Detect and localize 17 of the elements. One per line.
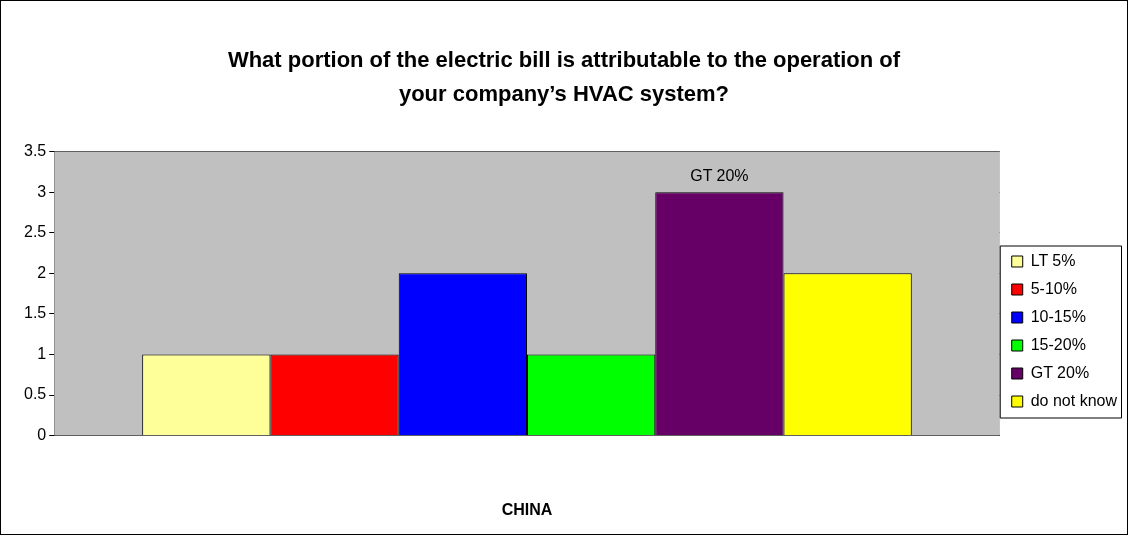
legend-label: do not know <box>1030 391 1118 409</box>
y-tick-label: 3 <box>37 182 47 200</box>
legend-label: 15-20% <box>1030 335 1086 353</box>
y-tick-label: 1 <box>37 344 47 362</box>
legend-label: 10-15% <box>1030 307 1086 325</box>
chart-title: What portion of the electric bill is attributable to the operation of your company’s HVAC system? <box>226 46 902 108</box>
legend-label: GT 20% <box>1030 363 1090 381</box>
y-tick-label: 3.5 <box>23 142 47 160</box>
y-tick-label: 0.5 <box>23 385 47 403</box>
data-label: GT 20% <box>690 166 749 184</box>
y-tick-label: 0 <box>37 426 47 444</box>
legend-label: LT 5% <box>1030 251 1076 269</box>
y-tick-label: 1.5 <box>23 304 47 322</box>
y-tick-label: 2 <box>37 263 47 281</box>
legend-label: 5-10% <box>1030 279 1077 297</box>
y-tick-label: 2.5 <box>23 223 47 241</box>
x-axis-title: CHINA <box>501 500 553 518</box>
